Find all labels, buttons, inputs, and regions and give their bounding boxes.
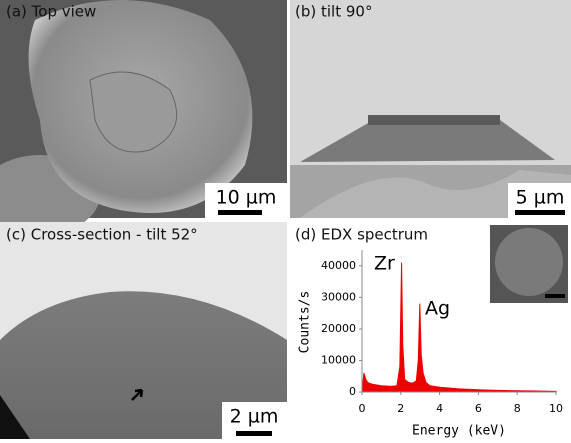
- scale-bar: [515, 210, 565, 215]
- peak-annotation: Zr: [374, 253, 395, 275]
- chart-title: (d) EDX spectrum: [295, 226, 428, 244]
- peak-annotation: Ag: [425, 298, 450, 320]
- figure: (a) Top view 10 µm (b) tilt 90° 5 µm (c)…: [0, 0, 571, 439]
- scale-bar: [236, 431, 272, 436]
- inset-scale: [545, 294, 565, 298]
- x-tick-label: 10: [549, 402, 563, 415]
- x-tick-label: 4: [436, 402, 443, 415]
- x-tick-label: 2: [397, 402, 404, 415]
- x-axis-label: Energy (keV): [412, 424, 506, 439]
- y-tick-label: 20000: [321, 322, 356, 335]
- x-tick-label: 0: [359, 402, 366, 415]
- page: (a) Top view 10 µm (b) tilt 90° 5 µm (c)…: [0, 0, 571, 439]
- panel-b: (b) tilt 90° 5 µm: [290, 0, 571, 218]
- scale-bar: [218, 210, 262, 215]
- panel-c: (c) Cross-section - tilt 52° 2 µm: [0, 222, 287, 439]
- panel-label: (a) Top view: [6, 3, 96, 21]
- scale-label: 5 µm: [516, 187, 565, 209]
- y-axis-label: Counts/s: [298, 291, 313, 354]
- scale-label: 10 µm: [216, 187, 277, 209]
- particle-top: [368, 115, 500, 125]
- y-tick-label: 10000: [321, 353, 356, 366]
- panel-a: (a) Top view 10 µm: [0, 0, 287, 235]
- panel-label: (c) Cross-section - tilt 52°: [6, 226, 198, 244]
- inset-disc: [495, 228, 563, 296]
- panel-label: (b) tilt 90°: [295, 3, 372, 21]
- x-tick-label: 8: [514, 402, 521, 415]
- y-tick-label: 30000: [321, 290, 356, 303]
- x-tick-label: 6: [475, 402, 482, 415]
- scale-label: 2 µm: [230, 406, 279, 428]
- y-tick-label: 0: [349, 385, 356, 398]
- y-tick-label: 40000: [321, 259, 356, 272]
